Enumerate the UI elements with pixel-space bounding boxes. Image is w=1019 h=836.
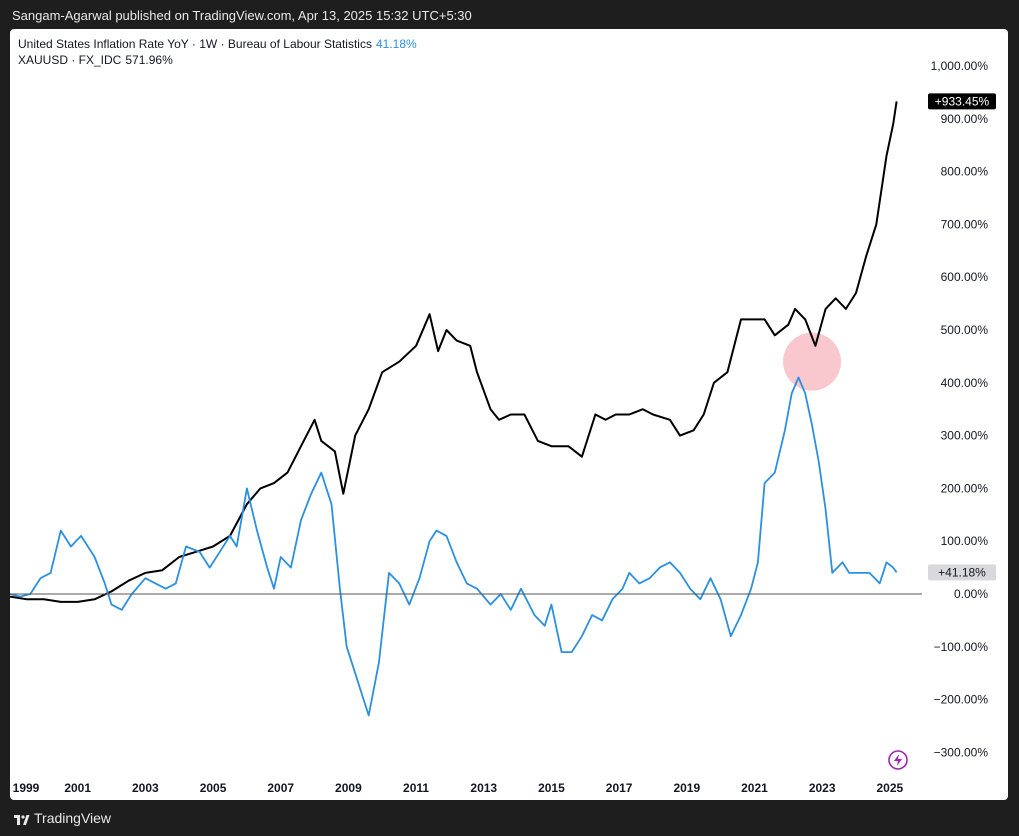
chart-canvas[interactable]: 1,000.00% 900.00% 800.00% 700.00% 600.00% 500…	[10, 29, 1008, 800]
y-tick-label: 200.00%	[941, 481, 989, 495]
y-tick-label: 600.00%	[941, 270, 989, 284]
y-tick-label: 0.00%	[954, 587, 988, 601]
series-line-inflation	[10, 376, 898, 717]
y-tick-label: −200.00%	[934, 693, 989, 707]
bottom-bar: TradingView	[0, 800, 1019, 836]
x-tick-label: 2017	[606, 781, 633, 795]
x-tick-label: 2005	[200, 781, 227, 795]
x-tick-label: 2025	[876, 781, 903, 795]
gold-last-value-badge: +933.45%	[928, 93, 996, 110]
brand-text: TradingView	[34, 810, 112, 826]
inflation-last-value-badge-text: +41.18%	[938, 565, 986, 579]
x-tick-label: 2023	[809, 781, 836, 795]
y-tick-label: 100.00%	[941, 534, 989, 548]
legend-gold-title: XAUUSD · FX_IDC	[18, 53, 122, 67]
legend-inflation-title: United States Inflation Rate YoY · 1W · …	[18, 37, 372, 51]
tradingview-brand[interactable]: TradingView	[14, 810, 111, 826]
gold-last-value-badge-text: +933.45%	[935, 94, 990, 108]
x-tick-label: 2001	[64, 781, 91, 795]
legend-series-gold[interactable]: XAUUSD · FX_IDC 571.96%	[18, 52, 417, 68]
y-tick-label: −100.00%	[934, 640, 989, 654]
series-line-gold	[10, 101, 898, 603]
y-tick-label: 900.00%	[941, 112, 989, 126]
lightning-icon[interactable]	[888, 750, 908, 770]
x-tick-label: 2015	[538, 781, 565, 795]
legend-series-inflation[interactable]: United States Inflation Rate YoY · 1W · …	[18, 36, 417, 52]
y-tick-label: 1,000.00%	[931, 59, 989, 73]
inflation-last-value-badge: +41.18%	[928, 564, 996, 581]
y-tick-label: 500.00%	[941, 323, 989, 337]
y-tick-label: −300.00%	[934, 745, 989, 759]
chart-legend: United States Inflation Rate YoY · 1W · …	[18, 36, 417, 68]
publisher-line: Sangam-Agarwal published on TradingView.…	[12, 8, 472, 23]
lightning-icon-bolt	[894, 754, 902, 766]
lightning-icon-ring	[888, 750, 908, 770]
highlight-circle	[783, 332, 842, 391]
x-tick-label: 1999	[13, 781, 40, 795]
y-tick-label: 300.00%	[941, 429, 989, 443]
x-tick-label: 2013	[470, 781, 497, 795]
x-tick-label: 2021	[741, 781, 768, 795]
x-tick-label: 2007	[267, 781, 294, 795]
x-tick-label: 2009	[335, 781, 362, 795]
gold-last-value-badge-bg	[928, 93, 996, 110]
tradingview-logo-icon	[14, 813, 30, 825]
x-tick-label: 2003	[132, 781, 159, 795]
y-tick-label: 800.00%	[941, 165, 989, 179]
chart-frame: 1,000.00% 900.00% 800.00% 700.00% 600.00% 500…	[10, 29, 1008, 800]
legend-gold-value: 571.96%	[125, 53, 173, 67]
y-tick-label: 400.00%	[941, 376, 989, 390]
inflation-last-value-badge-bg	[928, 564, 996, 581]
x-tick-label: 2011	[403, 781, 429, 795]
y-tick-label: 700.00%	[941, 217, 989, 231]
legend-inflation-value: 41.18%	[375, 37, 417, 51]
x-tick-label: 2019	[673, 781, 700, 795]
top-bar: Sangam-Agarwal published on TradingView.…	[0, 0, 1019, 30]
